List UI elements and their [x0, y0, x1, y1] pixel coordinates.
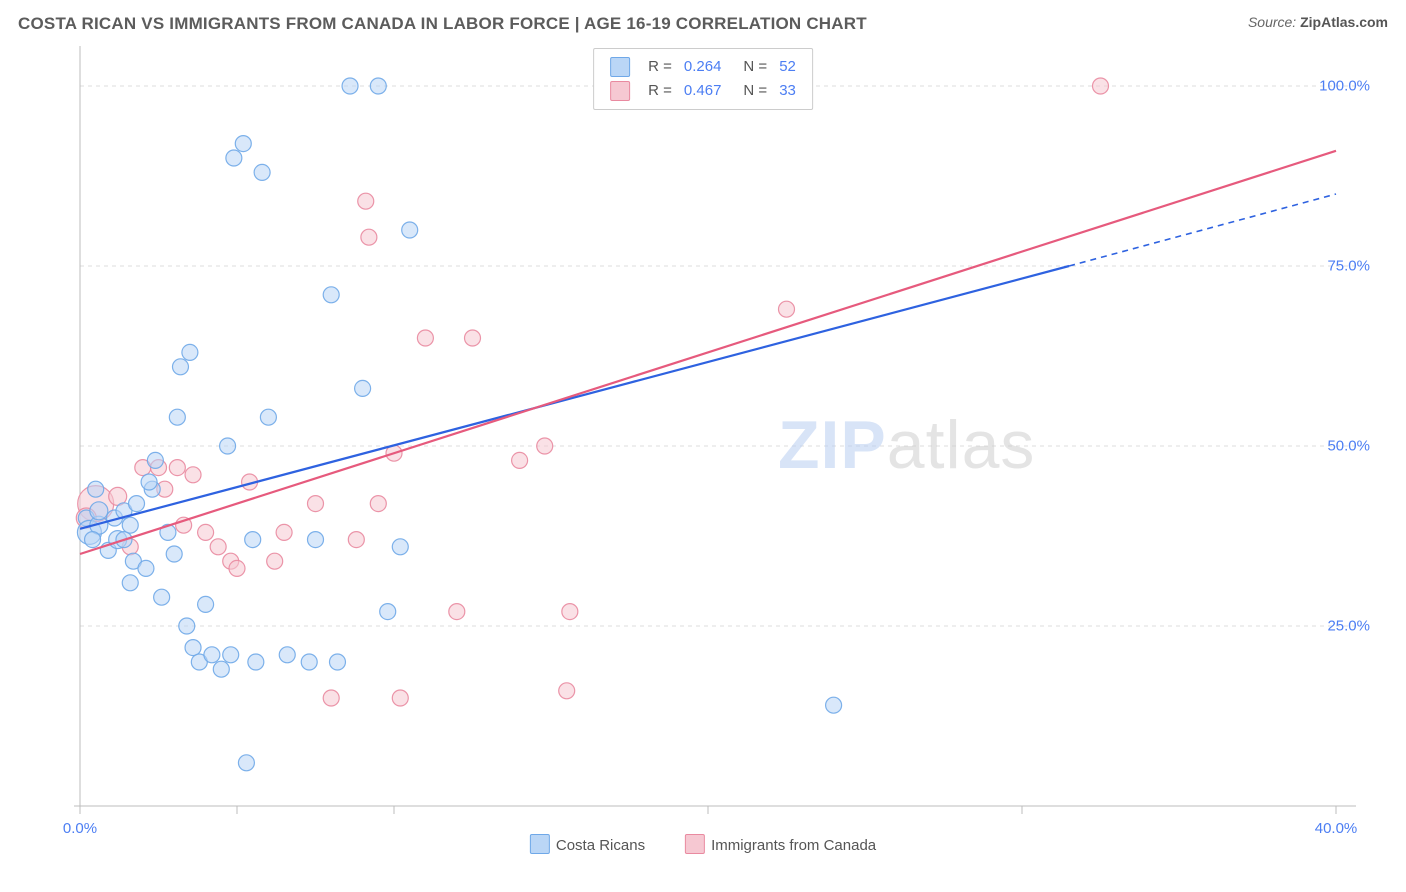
scatter-plot	[76, 46, 1386, 826]
swatch-series1	[610, 57, 630, 77]
swatch-series2-icon	[685, 834, 705, 854]
swatch-series2	[610, 81, 630, 101]
legend-row-series2: R = 0.467 N = 33	[610, 79, 796, 103]
n-value-series1: 52	[779, 55, 796, 79]
y-tick-label: 25.0%	[1327, 618, 1370, 635]
n-label: N =	[743, 79, 767, 103]
correlation-legend: R = 0.264 N = 52 R = 0.467 N = 33	[593, 48, 813, 110]
chart-title: COSTA RICAN VS IMMIGRANTS FROM CANADA IN…	[18, 14, 867, 34]
source-label: Source: ZipAtlas.com	[1248, 14, 1388, 30]
n-value-series2: 33	[779, 79, 796, 103]
legend-label-series1: Costa Ricans	[556, 837, 645, 854]
chart-area: In Labor Force | Age 16-19 R = 0.264 N =…	[18, 46, 1388, 856]
x-tick-label: 0.0%	[63, 820, 97, 837]
legend-item-series1: Costa Ricans	[530, 834, 645, 854]
swatch-series1-icon	[530, 834, 550, 854]
r-label: R =	[648, 79, 672, 103]
r-value-series1: 0.264	[684, 55, 722, 79]
y-tick-label: 75.0%	[1327, 258, 1370, 275]
y-tick-label: 50.0%	[1327, 438, 1370, 455]
header: COSTA RICAN VS IMMIGRANTS FROM CANADA IN…	[18, 14, 1388, 34]
series-legend: Costa Ricans Immigrants from Canada	[530, 834, 876, 854]
source-prefix: Source:	[1248, 14, 1300, 30]
legend-item-series2: Immigrants from Canada	[685, 834, 876, 854]
legend-label-series2: Immigrants from Canada	[711, 837, 876, 854]
n-label: N =	[743, 55, 767, 79]
x-tick-label: 40.0%	[1315, 820, 1358, 837]
source-value: ZipAtlas.com	[1300, 14, 1388, 30]
y-tick-label: 100.0%	[1319, 78, 1370, 95]
r-value-series2: 0.467	[684, 79, 722, 103]
legend-row-series1: R = 0.264 N = 52	[610, 55, 796, 79]
r-label: R =	[648, 55, 672, 79]
